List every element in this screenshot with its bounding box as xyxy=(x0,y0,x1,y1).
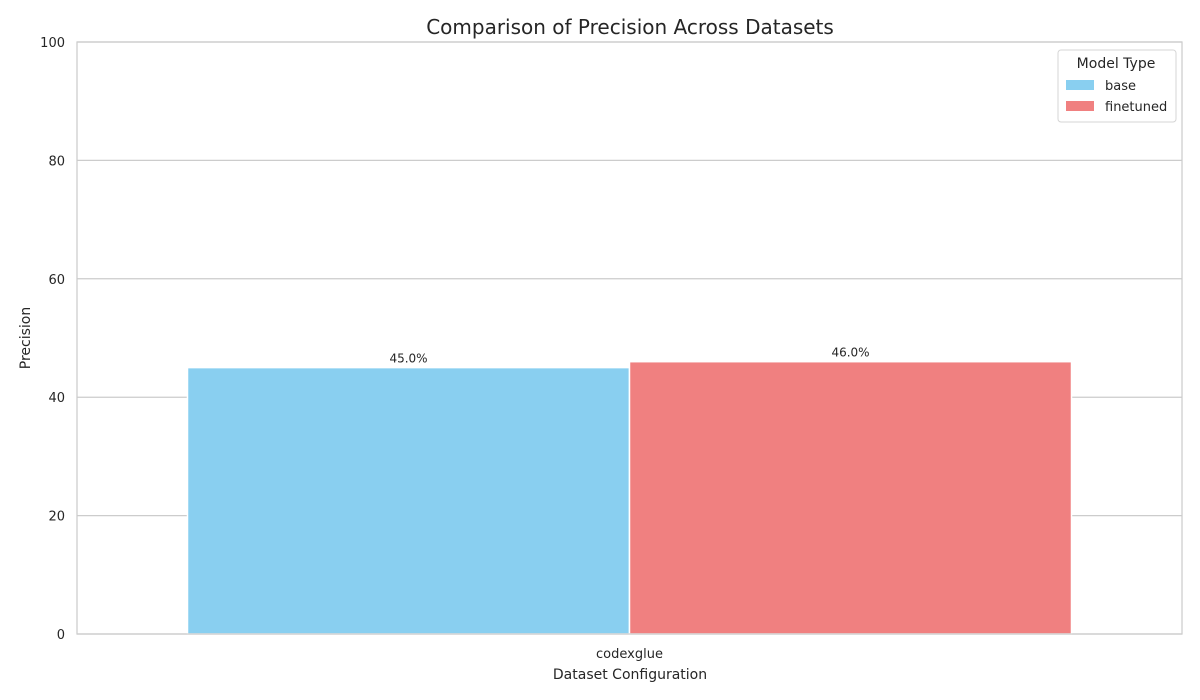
legend-title: Model Type xyxy=(1077,56,1156,72)
x-tick-labels: codexglue xyxy=(596,647,663,662)
legend-swatch-base xyxy=(1066,80,1094,90)
y-tick-label: 0 xyxy=(57,628,65,643)
x-axis-label: Dataset Configuration xyxy=(553,667,707,683)
y-tick-label: 40 xyxy=(48,391,65,406)
legend-swatch-finetuned xyxy=(1066,101,1094,111)
bar-value-label: 45.0% xyxy=(389,352,427,366)
bar-finetuned-codexglue xyxy=(628,360,1073,635)
bar-base-codexglue xyxy=(186,366,631,635)
bar-value-label: 46.0% xyxy=(831,346,869,360)
legend-items: base finetuned xyxy=(1066,79,1167,115)
plot-frame xyxy=(76,41,1183,635)
y-tick-label: 60 xyxy=(48,273,65,288)
legend-label-finetuned: finetuned xyxy=(1105,100,1167,115)
x-tick-label: codexglue xyxy=(596,647,663,662)
y-axis-label: Precision xyxy=(18,307,34,369)
bars xyxy=(186,360,1073,635)
y-tick-label: 100 xyxy=(40,36,65,51)
legend-label-base: base xyxy=(1105,79,1136,94)
legend: Model Type base finetuned xyxy=(1057,49,1177,123)
chart-title: Comparison of Precision Across Datasets xyxy=(426,15,834,39)
data-labels: 45.0% 46.0% xyxy=(389,346,869,366)
y-tick-label: 80 xyxy=(48,154,65,169)
y-tick-label: 20 xyxy=(48,510,65,525)
y-tick-labels: 0 20 40 60 80 100 xyxy=(40,36,65,643)
